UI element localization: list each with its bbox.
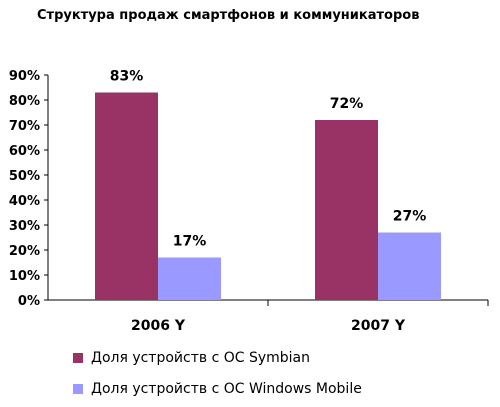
y-tick-label: 30% <box>9 219 40 234</box>
y-tick-label: 50% <box>9 169 40 184</box>
category-label: 2007 Y <box>351 318 406 334</box>
bar <box>378 232 441 300</box>
chart-title: Структура продаж смартфонов и коммуникат… <box>37 8 420 23</box>
bar <box>95 92 158 300</box>
bar <box>158 257 221 300</box>
data-label: 72% <box>330 96 364 112</box>
legend-item-windows-mobile: Доля устройств с ОС Windows Mobile <box>73 381 493 397</box>
legend-item-symbian: Доля устройств с ОС Symbian <box>73 350 493 366</box>
bar <box>315 120 378 300</box>
legend-swatch-windows-mobile <box>73 384 83 394</box>
y-tick-label: 80% <box>9 94 40 109</box>
y-tick-label: 20% <box>9 244 40 259</box>
y-tick-label: 0% <box>18 294 40 309</box>
data-label: 17% <box>173 234 207 250</box>
y-tick-label: 40% <box>9 194 40 209</box>
legend-swatch-symbian <box>73 353 83 363</box>
y-tick-label: 10% <box>9 269 40 284</box>
legend-label-symbian: Доля устройств с ОС Symbian <box>91 350 310 366</box>
y-tick-label: 60% <box>9 144 40 159</box>
y-tick-label: 70% <box>9 119 40 134</box>
y-tick-label: 90% <box>9 69 40 84</box>
data-label: 83% <box>110 69 144 85</box>
legend-label-windows-mobile: Доля устройств с ОС Windows Mobile <box>91 381 362 397</box>
data-label: 27% <box>393 209 427 225</box>
category-label: 2006 Y <box>131 318 186 334</box>
